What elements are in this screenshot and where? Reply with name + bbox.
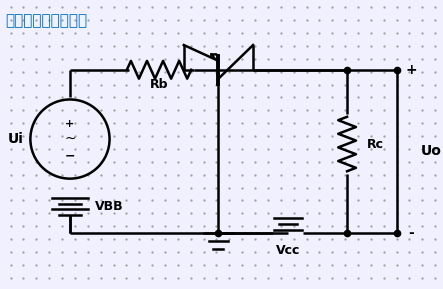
Text: Uo: Uo [421, 144, 442, 158]
Text: Ui: Ui [8, 132, 23, 146]
Text: VBB: VBB [95, 200, 123, 213]
Text: -: - [408, 226, 414, 240]
Text: Rc: Rc [367, 138, 384, 151]
Text: Vcc: Vcc [276, 244, 300, 257]
Text: +: + [66, 119, 74, 129]
Text: +: + [406, 63, 417, 77]
Text: −: − [65, 149, 75, 162]
Text: ~: ~ [64, 132, 76, 146]
Text: 基本共基放大电路：: 基本共基放大电路： [6, 13, 88, 28]
Text: Rb: Rb [150, 78, 168, 91]
